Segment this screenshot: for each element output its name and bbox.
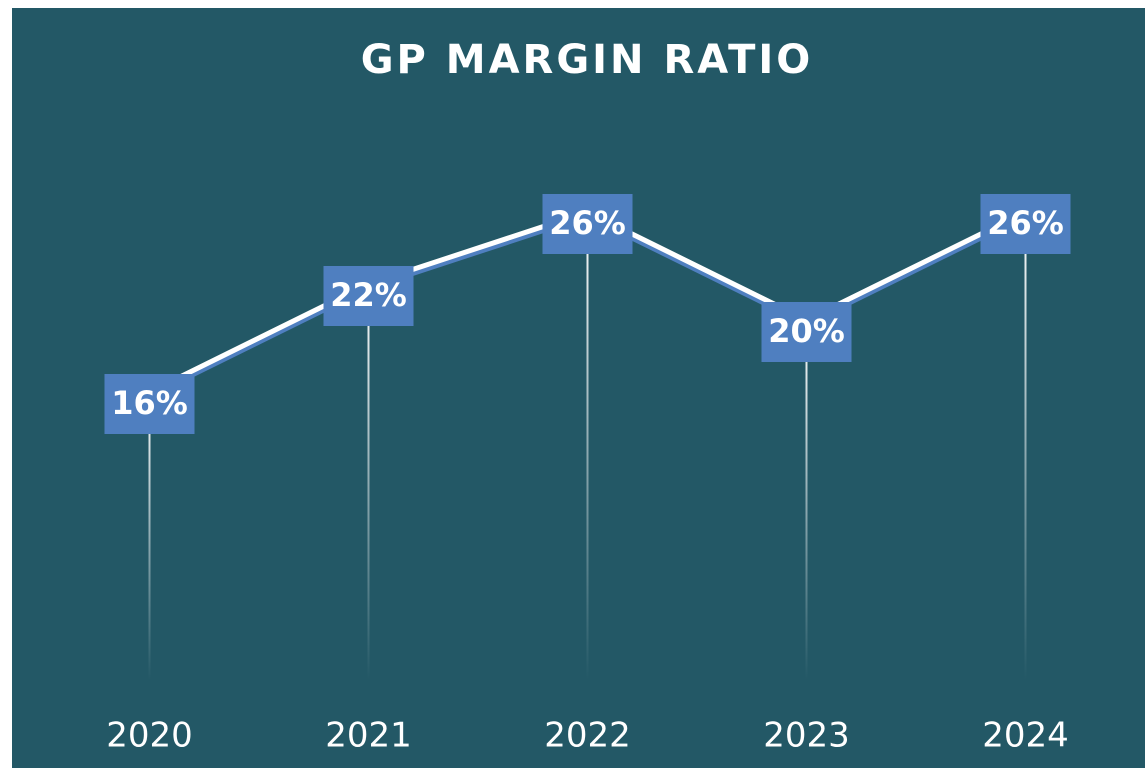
data-label-box bbox=[542, 194, 633, 254]
chart-background bbox=[12, 8, 1145, 768]
data-label: 20% bbox=[768, 312, 845, 350]
x-tick-label: 2021 bbox=[325, 716, 412, 756]
drop-line bbox=[805, 320, 808, 680]
data-label-box bbox=[323, 266, 414, 326]
data-label: 26% bbox=[549, 204, 626, 242]
x-tick-label: 2020 bbox=[106, 716, 193, 756]
chart-title: GP MARGIN RATIO bbox=[361, 37, 814, 83]
data-label: 22% bbox=[330, 276, 407, 314]
data-label: 26% bbox=[987, 204, 1064, 242]
x-tick-label: 2022 bbox=[544, 716, 631, 756]
drop-line bbox=[367, 284, 370, 680]
drop-line bbox=[148, 392, 151, 680]
data-label-box bbox=[761, 302, 852, 362]
data-label-box bbox=[980, 194, 1071, 254]
data-label: 16% bbox=[111, 384, 188, 422]
x-tick-label: 2024 bbox=[982, 716, 1069, 756]
drop-line bbox=[1024, 212, 1027, 680]
x-tick-label: 2023 bbox=[763, 716, 850, 756]
drop-line bbox=[586, 212, 589, 680]
data-label-box bbox=[104, 374, 195, 434]
